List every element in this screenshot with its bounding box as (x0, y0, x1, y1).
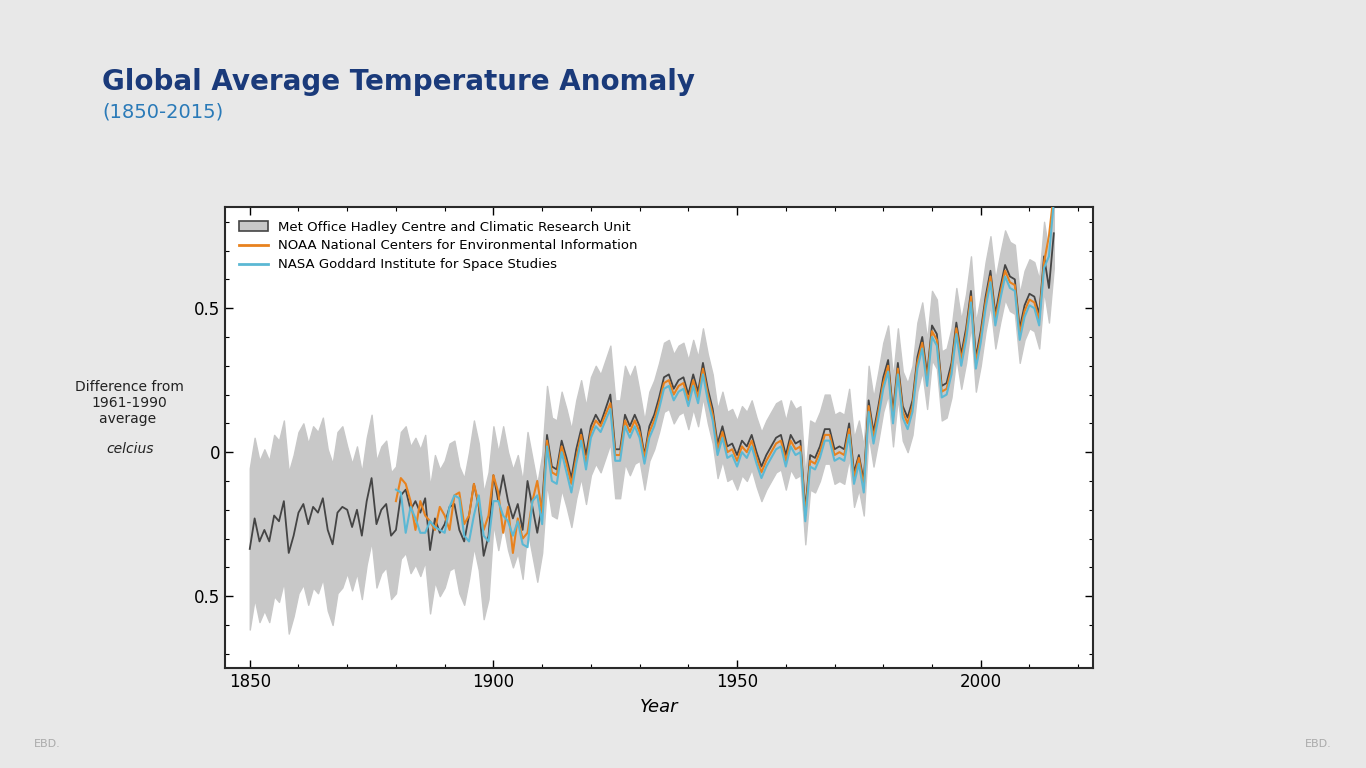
Text: Global Average Temperature Anomaly: Global Average Temperature Anomaly (102, 68, 695, 96)
Text: Difference from
1961-1990
average: Difference from 1961-1990 average (75, 380, 184, 426)
Legend: Met Office Hadley Centre and Climatic Research Unit, NOAA National Centers for E: Met Office Hadley Centre and Climatic Re… (234, 215, 643, 276)
Text: EBD.: EBD. (34, 739, 61, 749)
Text: EBD.: EBD. (1305, 739, 1332, 749)
X-axis label: Year: Year (639, 698, 679, 716)
Text: celcius: celcius (107, 442, 153, 456)
Text: (1850-2015): (1850-2015) (102, 102, 224, 121)
